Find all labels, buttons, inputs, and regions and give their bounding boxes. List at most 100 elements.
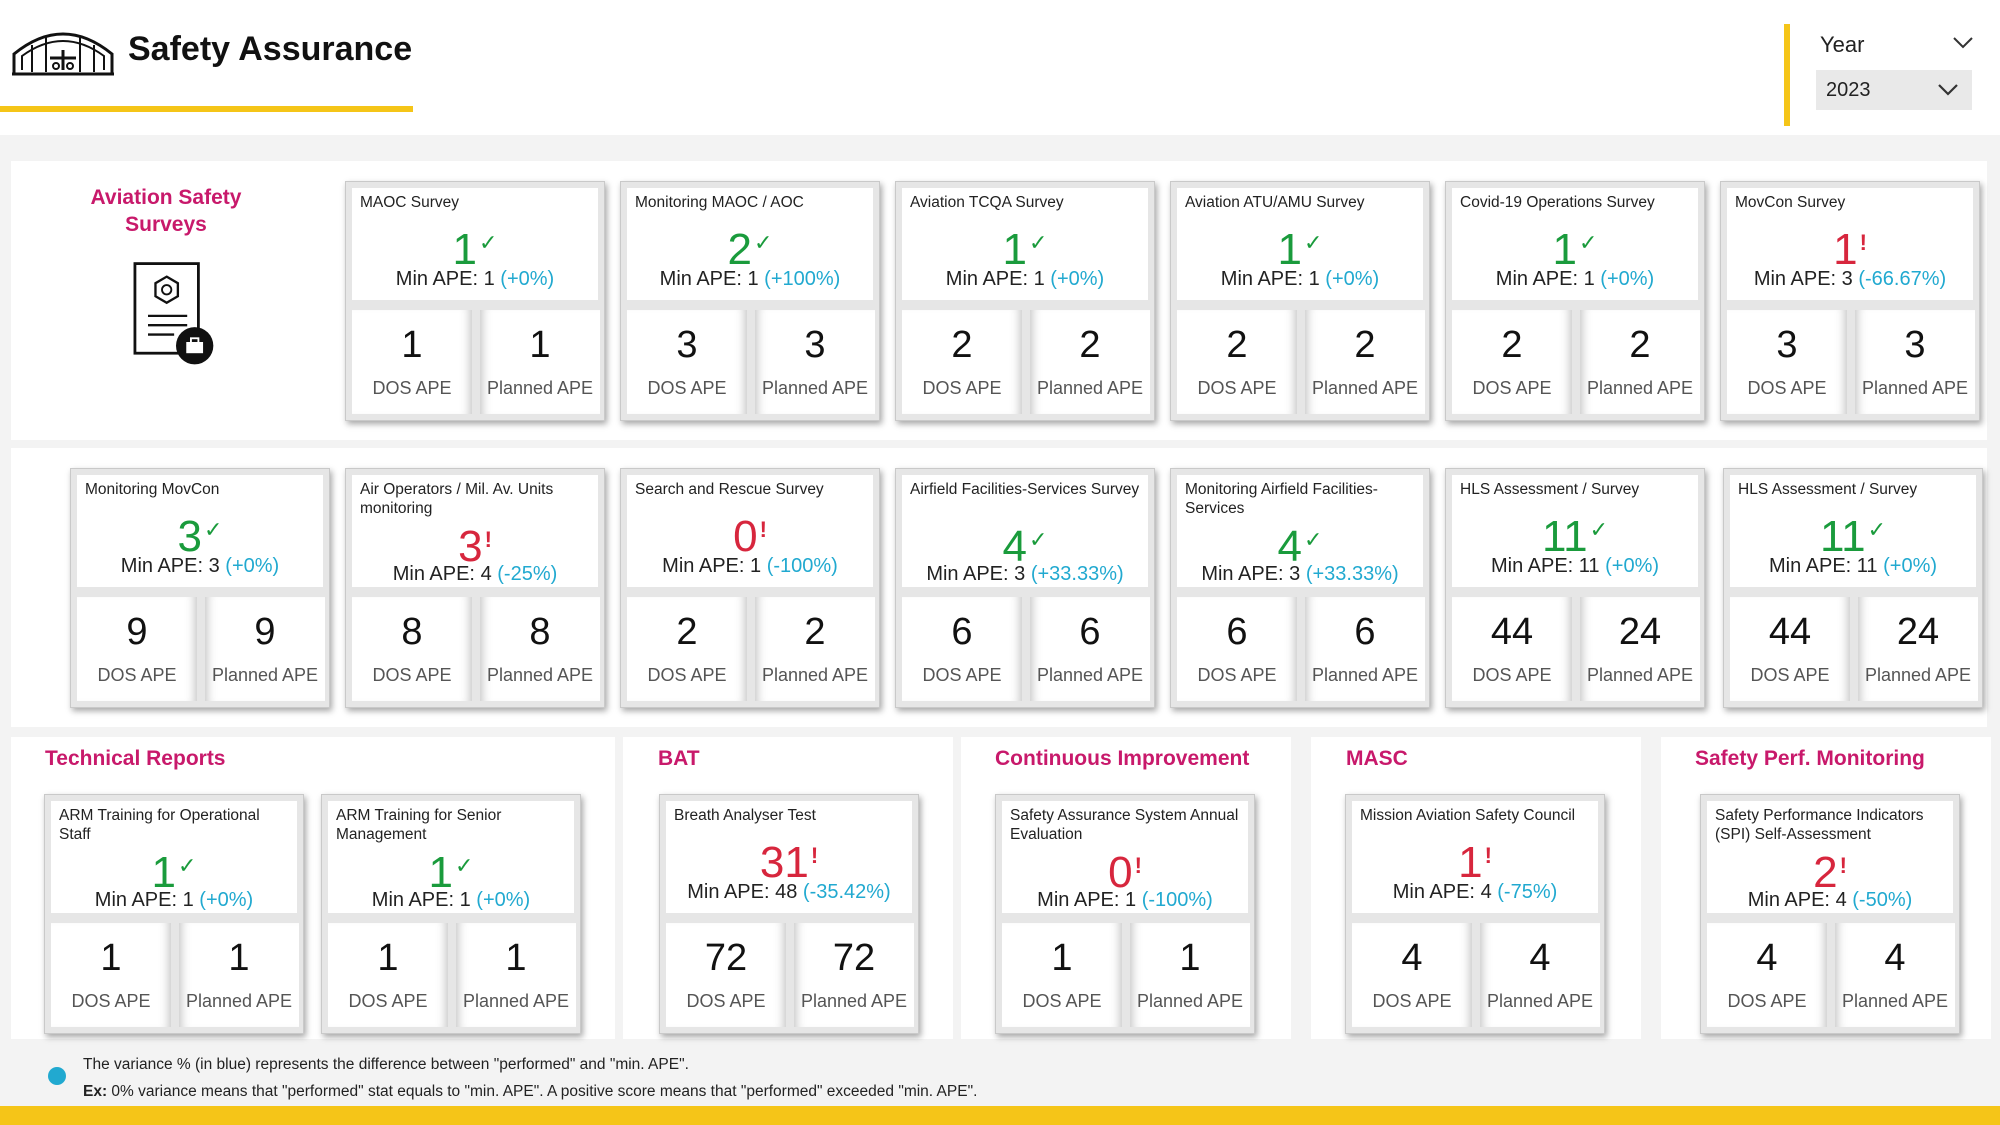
- kpi-dos-label: DOS APE: [1472, 665, 1552, 685]
- kpi-card-title: Monitoring MAOC / AOC: [635, 194, 804, 211]
- kpi-dos-cell: 1 DOS APE: [1002, 923, 1122, 1027]
- kpi-dos-label: DOS APE: [1747, 378, 1827, 398]
- kpi-min-ape: Min APE: 1 (-100%): [1002, 889, 1248, 912]
- kpi-planned-label: Planned APE: [462, 991, 570, 1011]
- kpi-planned-label: Planned APE: [1136, 991, 1244, 1011]
- kpi-planned-cell: 24 Planned APE: [1858, 597, 1978, 701]
- kpi-card-title: Safety Performance Indicators (SPI) Self…: [1715, 807, 1924, 843]
- kpi-card-title: Aviation ATU/AMU Survey: [1185, 194, 1365, 211]
- kpi-performed-number: 3: [458, 522, 483, 571]
- kpi-card-title: HLS Assessment / Survey: [1460, 481, 1640, 498]
- kpi-min-ape: Min APE: 11 (+0%): [1730, 555, 1976, 578]
- kpi-card-summary: MAOC Survey 1✓ Min APE: 1 (+0%): [352, 188, 598, 300]
- kpi-variance: (+0%): [199, 889, 254, 911]
- kpi-card-title: Monitoring Airfield Facilities-Services: [1185, 481, 1378, 517]
- kpi-dos-label: DOS APE: [372, 665, 452, 685]
- kpi-performed-value: 1✓: [328, 841, 574, 898]
- kpi-card-summary: Monitoring Airfield Facilities-Services 4…: [1177, 475, 1423, 587]
- kpi-variance: (+100%): [764, 268, 841, 290]
- kpi-min-ape: Min APE: 3 (+0%): [77, 555, 323, 578]
- kpi-planned-value: 24: [1896, 611, 1940, 653]
- kpi-dos-cell: 8 DOS APE: [352, 597, 472, 701]
- footer-example: Ex: 0% variance means that "performed" s…: [83, 1083, 977, 1101]
- kpi-planned-label: Planned APE: [185, 991, 293, 1011]
- kpi-min-ape-value: 1: [1125, 889, 1137, 911]
- kpi-card-summary: Breath Analyser Test 31! Min APE: 48 (-35.…: [666, 801, 912, 913]
- kpi-min-ape-label: Min APE:: [1495, 268, 1579, 290]
- kpi-planned-label: Planned APE: [800, 991, 908, 1011]
- kpi-planned-value: 2: [804, 611, 826, 653]
- kpi-dos-cell: 1 DOS APE: [51, 923, 171, 1027]
- alert-icon: !: [759, 517, 767, 542]
- kpi-planned-label: Planned APE: [1861, 378, 1969, 398]
- kpi-min-ape-value: 48: [775, 881, 798, 903]
- kpi-min-ape-value: 1: [1583, 268, 1595, 290]
- kpi-min-ape-value: 4: [1835, 889, 1847, 911]
- kpi-dos-cell: 6 DOS APE: [902, 597, 1022, 701]
- footer-note: The variance % (in blue) represents the …: [83, 1056, 689, 1073]
- kpi-card: Search and Rescue Survey 0! Min APE: 1 (-1…: [620, 468, 880, 708]
- kpi-planned-cell: 2 Planned APE: [1030, 310, 1150, 414]
- kpi-planned-label: Planned APE: [1311, 665, 1419, 685]
- kpi-dos-value: 3: [1776, 324, 1798, 366]
- kpi-dos-cell: 1 DOS APE: [328, 923, 448, 1027]
- alert-icon: !: [1484, 843, 1492, 868]
- kpi-planned-value: 6: [1079, 611, 1101, 653]
- alert-icon: !: [484, 527, 492, 552]
- kpi-min-ape: Min APE: 48 (-35.42%): [666, 881, 912, 904]
- check-icon: ✓: [204, 517, 223, 542]
- kpi-min-ape-label: Min APE:: [1490, 555, 1574, 577]
- kpi-performed-number: 1: [1833, 225, 1858, 274]
- kpi-min-ape-label: Min APE:: [1747, 889, 1830, 911]
- kpi-card: Aviation ATU/AMU Survey 1✓ Min APE: 1 (+0%…: [1170, 181, 1430, 421]
- kpi-variance: (-100%): [1141, 889, 1213, 911]
- kpi-card: Monitoring MovCon 3✓ Min APE: 3 (+0%) 9 DOS …: [70, 468, 330, 708]
- kpi-dos-value: 72: [704, 937, 748, 979]
- kpi-min-ape: Min APE: 4 (-50%): [1707, 889, 1953, 912]
- kpi-dos-cell: 1 DOS APE: [352, 310, 472, 414]
- kpi-min-ape-value: 3: [208, 555, 220, 577]
- kpi-dos-value: 1: [377, 937, 399, 979]
- kpi-variance: (-35.42%): [802, 881, 891, 903]
- kpi-dos-value: 1: [100, 937, 122, 979]
- year-select[interactable]: 2023: [1816, 70, 1972, 110]
- kpi-dos-value: 44: [1768, 611, 1812, 653]
- kpi-planned-label: Planned APE: [486, 665, 594, 685]
- kpi-variance: (+0%): [1600, 268, 1655, 290]
- kpi-min-ape: Min APE: 1 (+0%): [51, 889, 297, 912]
- kpi-planned-cell: 24 Planned APE: [1580, 597, 1700, 701]
- kpi-planned-label: Planned APE: [211, 665, 319, 685]
- kpi-min-ape-label: Min APE:: [1768, 555, 1852, 577]
- variance-legend-dot: [48, 1067, 66, 1085]
- kpi-card-summary: Mission Aviation Safety Council 1! Min APE…: [1352, 801, 1598, 913]
- kpi-dos-label: DOS APE: [1022, 991, 1102, 1011]
- kpi-card-summary: Monitoring MovCon 3✓ Min APE: 3 (+0%): [77, 475, 323, 587]
- kpi-performed-value: 0!: [1002, 841, 1248, 898]
- kpi-planned-value: 3: [804, 324, 826, 366]
- kpi-dos-cell: 44 DOS APE: [1452, 597, 1572, 701]
- kpi-dos-cell: 2 DOS APE: [1177, 310, 1297, 414]
- kpi-min-ape-label: Min APE:: [1037, 889, 1120, 911]
- kpi-card: Safety Performance Indicators (SPI) Self…: [1700, 794, 1960, 1034]
- chevron-down-icon[interactable]: [1948, 28, 1978, 58]
- kpi-min-ape-label: Min APE:: [1220, 268, 1304, 290]
- kpi-min-ape-label: Min APE:: [1753, 268, 1837, 290]
- kpi-card: Airfield Facilities-Services Survey 4✓ Min…: [895, 468, 1155, 708]
- year-select-value: 2023: [1826, 79, 1871, 101]
- kpi-performed-value: 1✓: [1452, 218, 1698, 275]
- kpi-performed-value: 1✓: [1177, 218, 1423, 275]
- kpi-planned-value: 72: [832, 937, 876, 979]
- kpi-min-ape-label: Min APE:: [945, 268, 1029, 290]
- kpi-card: HLS Assessment / Survey 11✓ Min APE: 11 (+…: [1445, 468, 1705, 708]
- kpi-planned-cell: 3 Planned APE: [1855, 310, 1975, 414]
- kpi-dos-value: 2: [1226, 324, 1248, 366]
- kpi-card-title: Covid-19 Operations Survey: [1460, 194, 1655, 211]
- check-icon: ✓: [1029, 230, 1048, 255]
- kpi-dos-cell: 4 DOS APE: [1352, 923, 1472, 1027]
- kpi-card-summary: HLS Assessment / Survey 11✓ Min APE: 11 (+…: [1730, 475, 1976, 587]
- kpi-planned-value: 4: [1529, 937, 1551, 979]
- kpi-planned-label: Planned APE: [761, 665, 869, 685]
- kpi-performed-value: 1✓: [51, 841, 297, 898]
- check-icon: ✓: [754, 230, 773, 255]
- kpi-card: ARM Training for Senior Management 1✓ Min …: [321, 794, 581, 1034]
